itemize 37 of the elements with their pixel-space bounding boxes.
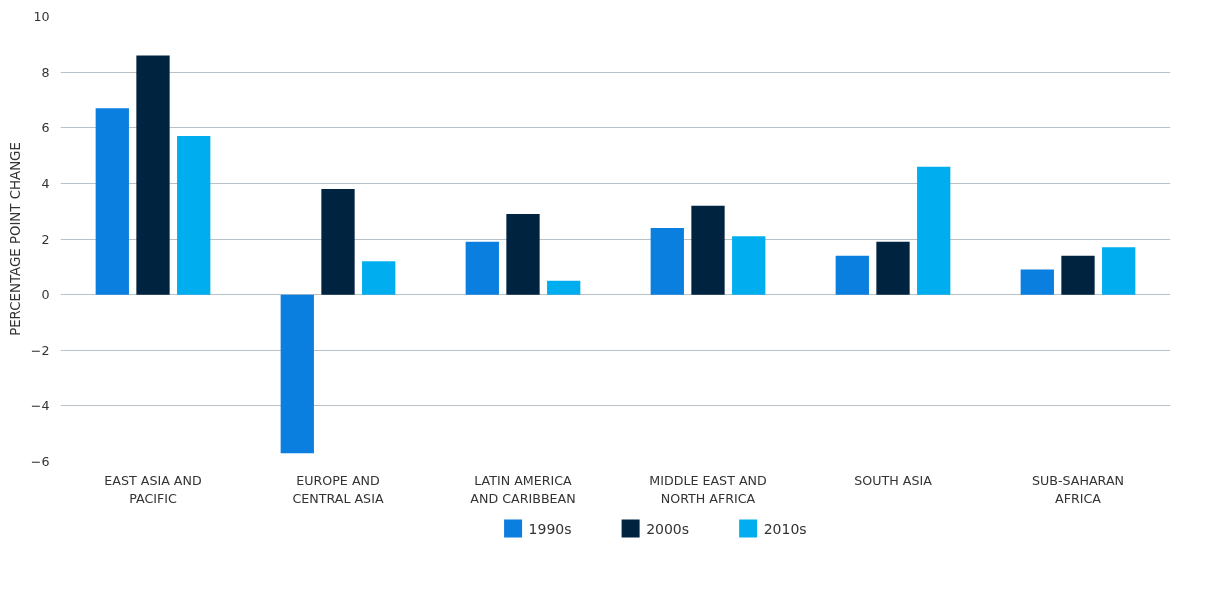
legend-label: 1990s: [528, 520, 572, 537]
bar: [732, 236, 766, 295]
bar: [1061, 255, 1095, 295]
bar: [835, 255, 869, 295]
x-tick-label: EAST ASIA AND PACIFIC: [104, 472, 202, 506]
legend-label: 2010s: [763, 520, 807, 537]
y-tick-label: 4: [41, 175, 50, 191]
y-tick-label: −4: [30, 398, 50, 414]
x-tick-label: SOUTH ASIA: [854, 472, 933, 488]
bar: [1102, 247, 1136, 295]
bar: [465, 241, 499, 295]
y-tick-label: −6: [30, 454, 50, 469]
y-tick-label: 6: [41, 120, 50, 136]
bar: [136, 55, 170, 295]
bar: [876, 241, 910, 295]
y-tick-label: 10: [33, 9, 50, 24]
x-tick-label: MIDDLE EAST AND NORTH AFRICA: [649, 472, 767, 506]
bar: [650, 227, 684, 295]
bar: [547, 280, 581, 295]
bar: [321, 188, 355, 295]
bar: [95, 108, 129, 295]
bar: [691, 205, 725, 295]
x-tick-label: EUROPE AND CENTRAL ASIA: [292, 472, 384, 506]
x-tick-label: LATIN AMERICA AND CARIBBEAN: [470, 472, 576, 506]
bar: [506, 213, 540, 295]
y-tick-label: 8: [41, 64, 50, 80]
y-axis-title: PERCENTAGE POINT CHANGE: [7, 142, 23, 336]
legend-label: 2000s: [646, 520, 690, 537]
x-tick-label: SUB-SAHARAN AFRICA: [1031, 472, 1125, 506]
bar: [917, 166, 951, 295]
bar: [1020, 269, 1054, 295]
y-tick-label: −2: [30, 342, 50, 358]
y-tick-label: 2: [41, 231, 50, 247]
bar: [362, 261, 396, 295]
bar: [177, 136, 211, 295]
bar: [280, 294, 314, 454]
y-tick-label: 0: [41, 287, 50, 303]
